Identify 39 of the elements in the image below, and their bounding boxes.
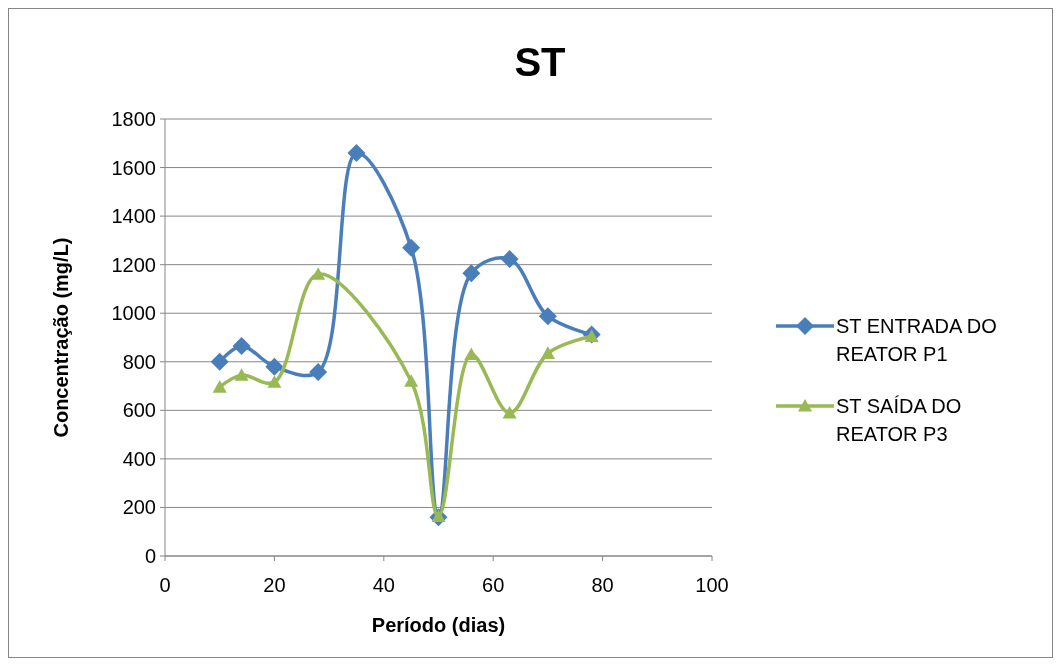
point xyxy=(347,143,366,162)
point xyxy=(311,267,326,280)
point xyxy=(212,380,227,393)
y-tick-label: 800 xyxy=(122,350,156,373)
point xyxy=(232,337,251,355)
x-tick-label: 0 xyxy=(159,574,171,596)
legend-label: ST ENTRADA DO REATOR P1 xyxy=(836,315,997,365)
x-tick-label: 40 xyxy=(372,574,395,596)
point xyxy=(584,329,599,342)
point xyxy=(402,238,421,257)
x-tick-label: 100 xyxy=(695,574,729,596)
point xyxy=(538,307,557,326)
chart-title: ST xyxy=(514,40,566,84)
x-axis-title: Período (dias) xyxy=(371,614,506,636)
y-tick-label: 600 xyxy=(122,399,156,422)
y-tick-label: 1800 xyxy=(111,108,156,130)
y-tick-label: 1600 xyxy=(111,156,156,179)
legend-label: ST SAÍDA DO REATOR P3 xyxy=(836,395,962,445)
point xyxy=(462,264,481,283)
point xyxy=(309,362,328,381)
point xyxy=(265,357,284,376)
point xyxy=(210,352,229,371)
point xyxy=(234,368,249,381)
point xyxy=(500,250,519,269)
y-tick-label: 1400 xyxy=(111,205,156,228)
x-tick-label: 20 xyxy=(263,574,286,596)
y-tick-label: 1000 xyxy=(111,302,156,325)
y-axis-title: Concentração (mg/L) xyxy=(50,237,72,438)
y-tick-label: 200 xyxy=(122,496,156,519)
y-tick-label: 1200 xyxy=(111,253,156,276)
point xyxy=(267,375,282,388)
point xyxy=(404,374,419,387)
point xyxy=(431,509,446,523)
point xyxy=(540,346,555,359)
y-tick-label: 400 xyxy=(122,447,156,470)
y-tick-label: 0 xyxy=(144,545,156,567)
x-tick-label: 60 xyxy=(482,574,505,596)
point xyxy=(502,406,517,419)
x-tick-label: 80 xyxy=(591,574,614,596)
